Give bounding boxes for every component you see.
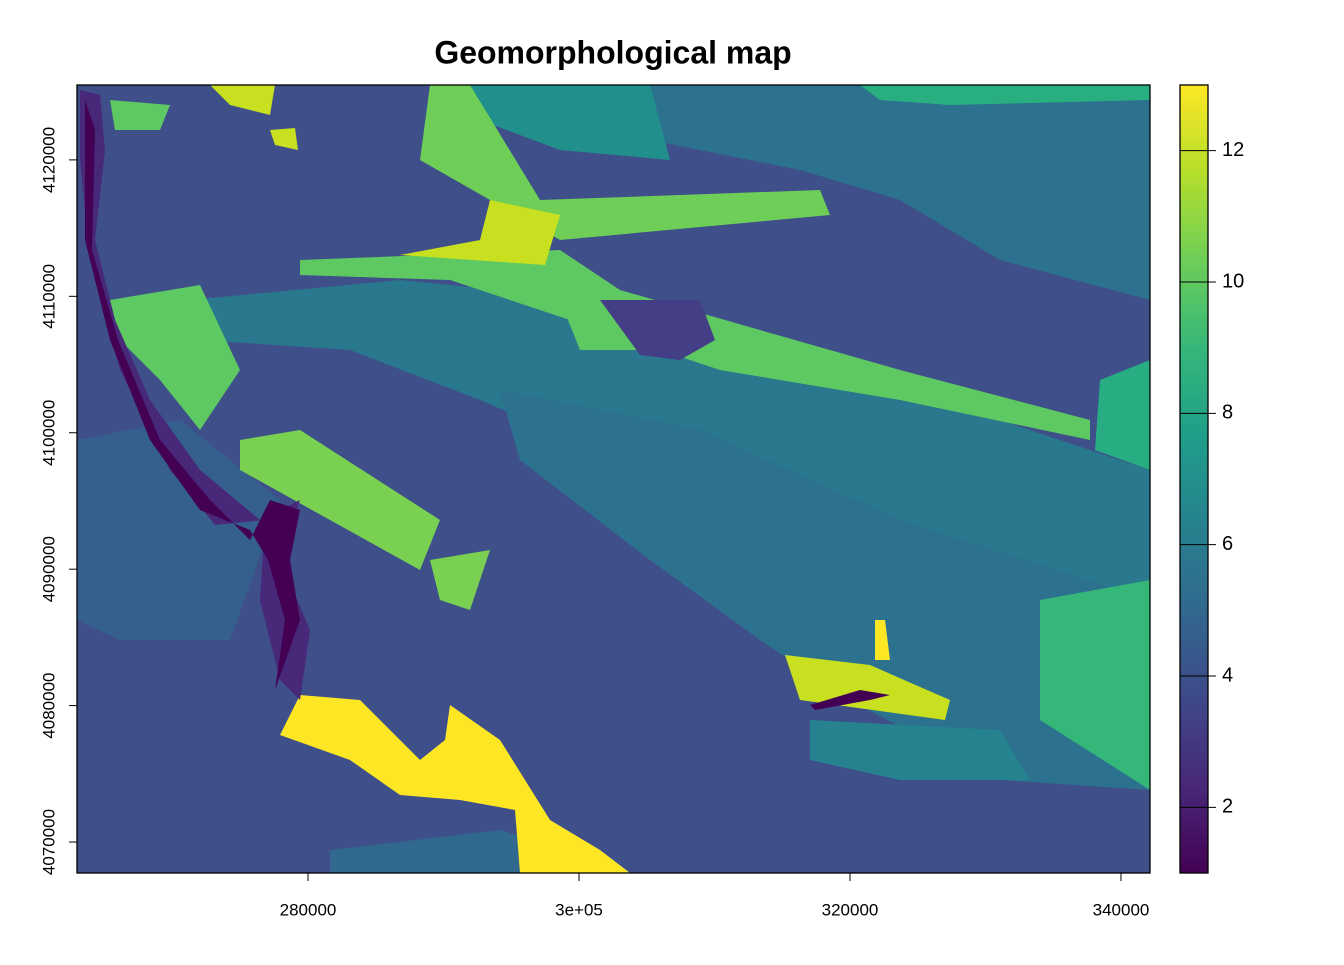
colorbar-tick-label: 10 bbox=[1222, 270, 1244, 292]
region bbox=[110, 285, 240, 430]
region bbox=[270, 128, 298, 150]
y-tick-label: 4070000 bbox=[39, 809, 58, 875]
region bbox=[110, 100, 170, 130]
region bbox=[210, 85, 275, 115]
region bbox=[860, 85, 1150, 105]
y-tick-label: 4080000 bbox=[39, 673, 58, 739]
raster bbox=[77, 85, 1150, 873]
map-title: Geomorphological map bbox=[434, 34, 791, 70]
region bbox=[600, 300, 715, 360]
region bbox=[810, 720, 1030, 780]
region bbox=[500, 390, 1150, 790]
region bbox=[240, 430, 440, 570]
x-tick-label: 320000 bbox=[822, 900, 879, 919]
colorbar bbox=[1179, 84, 1209, 874]
y-tick-label: 4100000 bbox=[39, 400, 58, 466]
region bbox=[77, 420, 280, 640]
colorbar-tick-label: 4 bbox=[1222, 664, 1233, 686]
region bbox=[1040, 580, 1150, 790]
region bbox=[440, 85, 1150, 300]
region bbox=[875, 620, 890, 660]
region bbox=[1095, 360, 1150, 470]
region bbox=[280, 695, 630, 873]
y-tick-label: 4090000 bbox=[39, 536, 58, 602]
region bbox=[430, 550, 490, 610]
x-tick-label: 3e+05 bbox=[555, 900, 603, 919]
y-tick-label: 4120000 bbox=[39, 127, 58, 193]
region bbox=[400, 200, 560, 265]
region bbox=[785, 655, 950, 720]
x-tick-label: 340000 bbox=[1093, 900, 1150, 919]
colorbar-tick-label: 2 bbox=[1222, 796, 1233, 818]
x-tick-label: 280000 bbox=[280, 900, 337, 919]
colorbar-tick-label: 8 bbox=[1222, 402, 1233, 424]
region bbox=[420, 85, 830, 240]
region bbox=[470, 85, 670, 160]
y-tick-label: 4110000 bbox=[39, 264, 58, 329]
plot-frame bbox=[76, 84, 1151, 874]
colorbar-tick-label: 12 bbox=[1222, 139, 1244, 161]
region bbox=[810, 690, 890, 710]
colorbar-tick-label: 6 bbox=[1222, 533, 1233, 555]
